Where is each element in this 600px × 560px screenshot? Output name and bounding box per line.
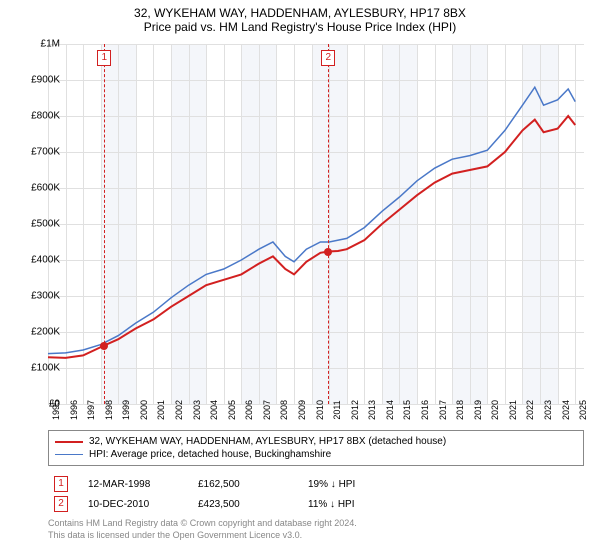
series-line-property_price <box>48 116 575 358</box>
legend-row: HPI: Average price, detached house, Buck… <box>55 448 577 461</box>
x-tick-label: 2024 <box>561 400 571 420</box>
x-tick-label: 2012 <box>350 400 360 420</box>
y-tick-label: £900K <box>16 75 60 86</box>
legend-swatch <box>55 454 83 455</box>
legend-swatch <box>55 441 83 443</box>
y-tick-label: £1M <box>16 39 60 50</box>
chart-legend: 32, WYKEHAM WAY, HADDENHAM, AYLESBURY, H… <box>48 430 584 466</box>
sale-event-marker-box: 2 <box>321 50 335 66</box>
page-title: 32, WYKEHAM WAY, HADDENHAM, AYLESBURY, H… <box>0 0 600 20</box>
table-row: 2 10-DEC-2010 £423,500 11% ↓ HPI <box>48 494 584 514</box>
x-tick-label: 2019 <box>473 400 483 420</box>
legend-label: HPI: Average price, detached house, Buck… <box>89 449 331 460</box>
x-tick-label: 2003 <box>192 400 202 420</box>
footnote: Contains HM Land Registry data © Crown c… <box>48 518 584 541</box>
sale-event-dot <box>100 342 108 350</box>
x-tick-label: 2016 <box>420 400 430 420</box>
table-row: 1 12-MAR-1998 £162,500 19% ↓ HPI <box>48 474 584 494</box>
x-tick-label: 2020 <box>490 400 500 420</box>
footnote-line-1: Contains HM Land Registry data © Crown c… <box>48 518 357 528</box>
x-tick-label: 1998 <box>104 400 114 420</box>
sale-event-line <box>328 44 329 404</box>
event-vs-hpi: 11% ↓ HPI <box>308 499 398 510</box>
sales-events-table: 1 12-MAR-1998 £162,500 19% ↓ HPI 2 10-DEC-201… <box>48 474 584 514</box>
y-tick-label: £800K <box>16 111 60 122</box>
x-tick-label: 2008 <box>279 400 289 420</box>
x-tick-label: 2000 <box>139 400 149 420</box>
event-date: 12-MAR-1998 <box>88 479 178 490</box>
page-subtitle: Price paid vs. HM Land Registry's House … <box>0 20 600 38</box>
x-tick-label: 1995 <box>51 400 61 420</box>
line-chart <box>48 44 584 404</box>
x-tick-label: 2025 <box>578 400 588 420</box>
x-tick-label: 2010 <box>315 400 325 420</box>
x-tick-label: 1999 <box>121 400 131 420</box>
y-tick-label: £500K <box>16 219 60 230</box>
x-tick-label: 2002 <box>174 400 184 420</box>
sale-event-dot <box>324 248 332 256</box>
sale-event-marker-box: 1 <box>97 50 111 66</box>
x-tick-label: 2005 <box>227 400 237 420</box>
event-index-box: 2 <box>54 496 68 512</box>
event-price: £423,500 <box>198 499 288 510</box>
x-tick-label: 2015 <box>402 400 412 420</box>
x-tick-label: 2013 <box>367 400 377 420</box>
x-tick-label: 2006 <box>244 400 254 420</box>
x-tick-label: 1996 <box>69 400 79 420</box>
event-vs-hpi: 19% ↓ HPI <box>308 479 398 490</box>
series-line-hpi <box>48 87 575 353</box>
x-tick-label: 2014 <box>385 400 395 420</box>
x-tick-label: 2018 <box>455 400 465 420</box>
y-tick-label: £400K <box>16 255 60 266</box>
y-tick-label: £700K <box>16 147 60 158</box>
sale-event-line <box>104 44 105 404</box>
y-tick-label: £100K <box>16 363 60 374</box>
event-price: £162,500 <box>198 479 288 490</box>
y-tick-label: £200K <box>16 327 60 338</box>
x-tick-label: 2022 <box>525 400 535 420</box>
legend-row: 32, WYKEHAM WAY, HADDENHAM, AYLESBURY, H… <box>55 435 577 448</box>
x-tick-label: 2023 <box>543 400 553 420</box>
event-date: 10-DEC-2010 <box>88 499 178 510</box>
x-tick-label: 2004 <box>209 400 219 420</box>
x-tick-label: 2011 <box>332 400 342 419</box>
x-tick-label: 2001 <box>156 400 166 420</box>
event-index-box: 1 <box>54 476 68 492</box>
x-tick-label: 2007 <box>262 400 272 420</box>
x-tick-label: 2017 <box>438 400 448 420</box>
legend-label: 32, WYKEHAM WAY, HADDENHAM, AYLESBURY, H… <box>89 436 446 447</box>
y-tick-label: £300K <box>16 291 60 302</box>
x-tick-label: 2009 <box>297 400 307 420</box>
x-tick-label: 2021 <box>508 400 518 420</box>
chart-area: 12 <box>48 44 584 404</box>
footnote-line-2: This data is licensed under the Open Gov… <box>48 530 302 540</box>
y-tick-label: £600K <box>16 183 60 194</box>
x-tick-label: 1997 <box>86 400 96 420</box>
